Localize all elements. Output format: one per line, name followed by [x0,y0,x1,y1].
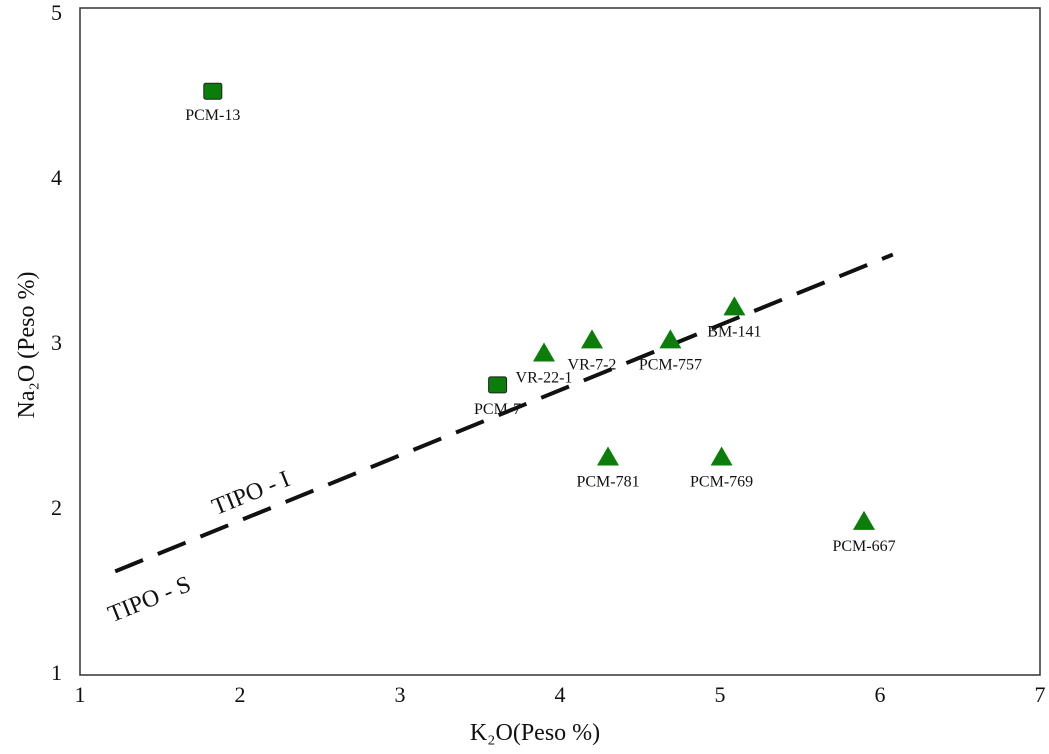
triangle-marker [710,446,733,466]
triangle-marker [659,329,682,349]
y-axis-label: Na₂O (Peso %) [14,272,40,419]
triangle-marker [597,446,619,466]
y-tick-label: 4 [51,165,62,190]
point-label: PCM-7 [474,401,521,418]
square-marker [203,82,223,100]
x-tick-label: 4 [555,682,566,707]
y-tick-label: 3 [51,330,62,355]
x-tick-label: 5 [715,682,726,707]
data-point: PCM-667 [832,510,896,555]
x-axis-label: K₂O(Peso %) [470,720,600,746]
point-label: PCM-781 [576,474,639,491]
data-point: VR-7-2 [568,329,617,373]
x-tick-label: 7 [1035,682,1046,707]
triangle-marker [853,510,875,530]
point-label: PCM-769 [690,474,753,491]
data-point: PCM-769 [690,446,753,491]
data-point: PCM-13 [185,82,240,124]
triangle-marker [533,342,555,362]
triangle-marker [723,296,746,316]
data-point: BM-141 [707,296,762,340]
y-tick-label: 5 [51,0,62,25]
point-label: VR-7-2 [568,356,617,373]
data-point: PCM-757 [639,329,702,373]
point-label: PCM-757 [639,356,702,373]
point-label: BM-141 [707,323,761,340]
triangle-marker [581,329,603,349]
annotation-tipo-s: TIPO - S [105,571,195,628]
square-marker [488,376,508,394]
plot-frame [79,7,1041,676]
data-point: VR-22-1 [516,342,573,387]
x-tick-label: 1 [75,682,86,707]
point-label: PCM-667 [832,538,895,555]
point-label: PCM-13 [185,107,240,124]
annotation-tipo-i: TIPO - I [209,466,294,521]
data-point: PCM-781 [576,446,640,491]
y-tick-label: 1 [51,660,62,685]
tipo-divider-line [114,252,894,574]
x-tick-label: 6 [875,682,886,707]
y-tick-label: 2 [51,495,62,520]
x-tick-label: 3 [395,682,406,707]
x-tick-label: 2 [235,682,246,707]
data-point: PCM-7 [474,376,521,418]
point-label: VR-22-1 [516,370,573,387]
